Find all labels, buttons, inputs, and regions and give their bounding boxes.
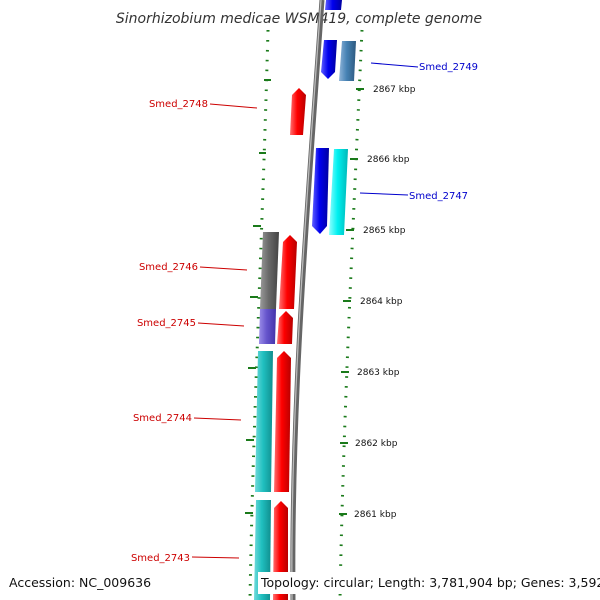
genome-backbone-highlight [291,0,322,600]
forward-strand-features [254,88,306,600]
tick-label: 2864 kbp [360,297,403,307]
summary-text: Topology: circular; Length: 3,781,904 bp… [260,575,600,590]
tick-label: 2865 kbp [363,226,406,236]
gene-arrow-smed-2744-b [255,351,273,492]
gene-label-smed-2747[interactable]: Smed_2747 [409,191,468,202]
tick-label: 2866 kbp [367,155,410,165]
inner-tick-rail [248,29,270,600]
tick-label: 2863 kbp [357,368,400,378]
scale-ticks [339,88,364,515]
genome-backbone [290,0,325,600]
gene-arrow-smed-2748 [290,88,306,135]
inner-tick-marks [245,79,271,514]
outer-tick-rail [338,29,364,600]
gene-arrow-smed-2746-b [260,232,279,309]
summary-bg [258,572,594,594]
reverse-strand-features [312,0,356,235]
gene-arrow-smed-2746 [279,235,297,309]
gene-label-smed-2743[interactable]: Smed_2743 [131,553,190,564]
gene-label-smed-2745[interactable]: Smed_2745 [137,318,196,329]
gene-arrow-smed-2744 [274,351,291,492]
gene-label-smed-2748[interactable]: Smed_2748 [149,99,208,110]
accession-text: Accession: NC_009636 [9,575,151,590]
gene-label-smed-2749[interactable]: Smed_2749 [419,62,478,73]
label-leaders [191,62,419,559]
gene-label-smed-2746[interactable]: Smed_2746 [139,262,198,273]
gene-arrow-smed-2749-b [339,41,356,81]
tick-label: 2867 kbp [373,85,416,95]
map-title: Sinorhizobium medicae WSM419, complete g… [116,11,482,27]
gene-arrow-smed-2745 [277,311,293,344]
gene-arrow-smed-2749 [321,40,337,79]
tick-label: 2862 kbp [355,439,398,449]
gene-label-smed-2744[interactable]: Smed_2744 [133,413,192,424]
gene-arrow-smed-2745-b [259,309,276,344]
gene-arrow-smed-2747-b [329,149,348,235]
gene-arrow-smed-2750 [325,0,342,10]
tick-label: 2861 kbp [354,510,397,520]
gene-arrow-smed-2747 [312,148,329,234]
